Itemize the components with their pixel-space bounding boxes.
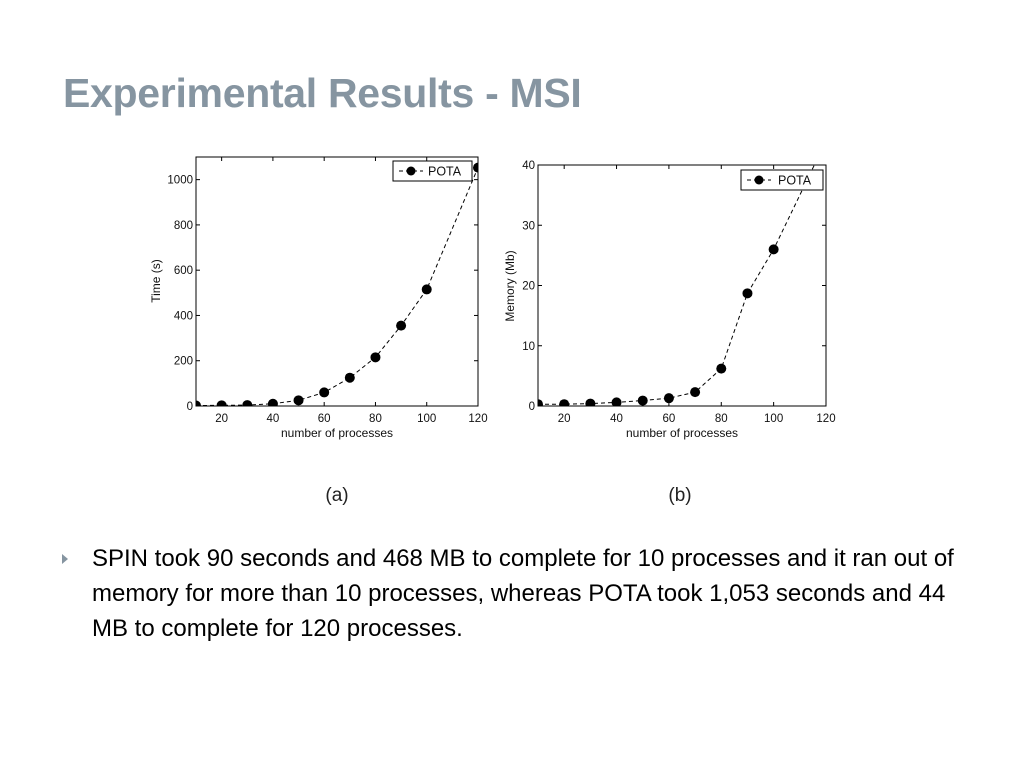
x-tick-label: 20	[215, 413, 228, 425]
legend-label: POTA	[778, 174, 812, 188]
bullet-text: SPIN took 90 seconds and 468 MB to compl…	[92, 545, 954, 642]
x-tick-label: 80	[715, 413, 728, 425]
data-point	[242, 400, 253, 406]
chart-a: 20 40 60 80 100 120 0 200 400 600 800 1000 POTA nu…	[149, 156, 488, 506]
data-point	[319, 387, 330, 398]
data-point	[768, 244, 779, 255]
y-tick-label: 400	[174, 310, 193, 322]
data-point	[821, 136, 831, 146]
chart-caption: (a)	[325, 485, 348, 506]
bullet-arrow-icon	[62, 554, 68, 564]
y-axis: 0 200 400 600 800 1000	[167, 175, 478, 413]
data-point	[473, 162, 478, 173]
x-tick-label: 60	[663, 413, 676, 425]
y-axis-label: Time (s)	[149, 259, 163, 303]
series-layer	[538, 136, 831, 406]
legend-box	[392, 160, 473, 182]
y-tick-label: 20	[522, 281, 535, 293]
y-tick-label: 10	[522, 341, 535, 353]
data-point	[559, 399, 570, 406]
data-point	[585, 398, 596, 406]
legend: POTA	[740, 169, 824, 191]
data-point	[611, 397, 622, 406]
y-tick-label: 30	[522, 220, 535, 232]
data-point	[216, 400, 227, 406]
data-point	[344, 372, 355, 383]
data-point	[421, 284, 432, 295]
data-point	[538, 399, 543, 406]
x-tick-label: 60	[318, 413, 331, 425]
y-tick-label: 1000	[167, 175, 193, 187]
plot-frame	[537, 164, 827, 407]
x-tick-label: 20	[558, 413, 571, 425]
x-tick-label: 120	[816, 413, 835, 425]
y-axis: 0 10 20 30 40	[522, 160, 826, 413]
y-tick-label: 40	[522, 160, 535, 172]
y-tick-label: 0	[187, 401, 193, 413]
data-point	[396, 320, 407, 331]
x-axis-label: number of processes	[281, 426, 393, 440]
data-point	[196, 400, 201, 406]
x-axis-label: number of processes	[626, 426, 738, 440]
series-line	[538, 165, 815, 405]
data-point	[370, 352, 381, 363]
legend-box	[740, 169, 824, 191]
y-tick-label: 600	[174, 265, 193, 277]
data-point	[637, 395, 648, 406]
x-tick-label: 100	[764, 413, 783, 425]
plot-frame	[195, 156, 479, 407]
y-tick-label: 800	[174, 220, 193, 232]
x-tick-label: 40	[267, 413, 280, 425]
data-point	[293, 395, 304, 406]
x-axis: 20 40 60 80 100 120	[558, 165, 836, 425]
y-tick-label: 200	[174, 356, 193, 368]
data-point	[742, 288, 753, 299]
data-point	[716, 363, 727, 374]
x-tick-label: 40	[610, 413, 623, 425]
y-tick-label: 0	[529, 401, 535, 413]
x-tick-label: 100	[417, 413, 436, 425]
data-point	[663, 393, 674, 404]
legend-marker	[754, 175, 764, 185]
data-point	[267, 398, 278, 406]
x-tick-label: 80	[369, 413, 382, 425]
y-axis-label: Memory (Mb)	[503, 250, 517, 321]
series-layer	[196, 162, 478, 406]
legend-label: POTA	[428, 165, 462, 179]
legend: POTA	[392, 160, 473, 182]
slide-title: Experimental Results - MSI	[63, 70, 582, 116]
chart-caption: (b)	[668, 485, 691, 506]
legend-marker	[406, 166, 416, 176]
x-tick-label: 120	[468, 413, 487, 425]
data-point	[690, 387, 701, 398]
bullet-list: SPIN took 90 seconds and 468 MB to compl…	[62, 541, 982, 646]
chart-b: 20 40 60 80 100 120 0 10 20 30 40 POTA number of …	[503, 136, 836, 506]
x-axis: 20 40 60 80 100 120	[215, 157, 488, 425]
